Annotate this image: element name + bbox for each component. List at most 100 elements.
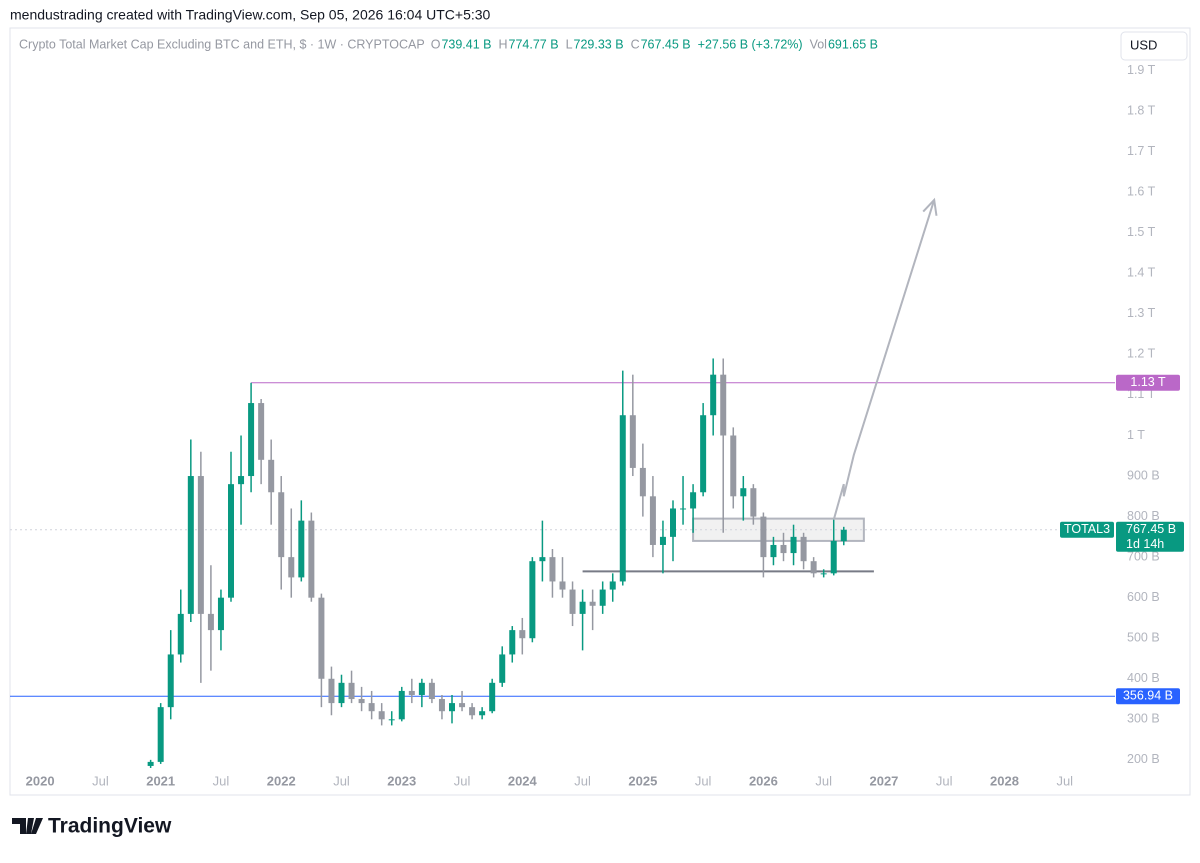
- candle-body: [670, 508, 676, 537]
- legend-value: 774.77 B: [509, 37, 559, 51]
- level-label: 1.13 T: [1130, 375, 1166, 389]
- candle-body: [760, 516, 767, 558]
- candle-body: [780, 544, 787, 554]
- y-tick-label: 1.3 T: [1127, 306, 1156, 320]
- projection-path: [832, 199, 936, 521]
- candle-body: [609, 581, 616, 590]
- chart-title: Crypto Total Market Cap Excluding BTC an…: [19, 37, 425, 51]
- candle-body: [800, 536, 807, 562]
- candle-body: [810, 561, 817, 574]
- candle-body: [479, 711, 486, 716]
- x-tick-label: Jul: [333, 773, 350, 788]
- candle-body: [428, 682, 435, 700]
- y-tick-label: 400 B: [1127, 671, 1160, 685]
- candle-body: [298, 520, 305, 578]
- candle-body: [147, 761, 154, 766]
- candle-body: [599, 589, 606, 606]
- x-tick-label: Jul: [936, 773, 953, 788]
- projection-arrowhead: [922, 197, 938, 216]
- candle-body: [268, 459, 275, 493]
- logo: [12, 818, 43, 834]
- currency-button[interactable]: [1120, 31, 1188, 61]
- y-tick-label: 900 B: [1127, 468, 1160, 482]
- candle-body: [499, 654, 506, 683]
- chart-frame: [9, 27, 1191, 796]
- price-countdown: 1d 14h: [1126, 537, 1164, 551]
- symbol-label: TOTAL3: [1064, 522, 1110, 536]
- candle-body: [449, 703, 455, 712]
- candle-body: [418, 682, 425, 695]
- y-tick-label: 600 B: [1127, 590, 1160, 604]
- candle-body: [820, 573, 827, 575]
- candle-body: [197, 476, 204, 614]
- candle-body: [328, 678, 335, 704]
- x-tick-label: 2026: [749, 773, 778, 788]
- x-tick-label: Jul: [1056, 773, 1073, 788]
- x-tick-label: Jul: [815, 773, 832, 788]
- x-tick-label: 2023: [387, 773, 416, 788]
- candle-body: [157, 707, 164, 762]
- y-tick-label: 1.6 T: [1127, 185, 1156, 199]
- x-tick-label: Jul: [92, 773, 109, 788]
- legend-key: H: [498, 37, 507, 51]
- candle-body: [167, 654, 174, 708]
- legend-key: C: [631, 37, 640, 51]
- x-tick-label: 2024: [508, 773, 538, 788]
- x-tick-label: 2021: [146, 773, 175, 788]
- x-tick-label: Jul: [213, 773, 230, 788]
- y-tick-label: 500 B: [1127, 631, 1160, 645]
- candle-body: [398, 690, 405, 720]
- legend-value: 739.41 B: [441, 37, 491, 51]
- candle-body: [358, 699, 365, 704]
- candle-body: [589, 601, 596, 606]
- legend-value: 729.33 B: [574, 37, 624, 51]
- x-tick-label: Jul: [454, 773, 471, 788]
- legend-value: +27.56 B (+3.72%): [698, 37, 803, 51]
- candle-body: [238, 476, 245, 485]
- candle-body: [368, 703, 375, 712]
- candle-body: [740, 488, 747, 497]
- level-label-box: [1116, 374, 1180, 391]
- header: mendustrading created with TradingView.c…: [10, 7, 491, 23]
- candle-body: [720, 374, 727, 436]
- footer-brand: TradingView: [48, 815, 172, 838]
- price-box: [1116, 521, 1184, 552]
- candle-body: [207, 613, 214, 631]
- candle-body: [217, 597, 224, 631]
- candle-body: [529, 561, 536, 639]
- candle-body: [338, 682, 345, 704]
- candle-body: [579, 601, 586, 614]
- candle-body: [619, 415, 626, 582]
- candle-body: [770, 544, 777, 558]
- candle-body: [469, 707, 476, 716]
- candle-body: [680, 508, 687, 510]
- candle-body: [569, 589, 576, 614]
- candle-body: [438, 699, 445, 712]
- y-tick-label: 1.8 T: [1127, 103, 1156, 117]
- y-tick-label: 300 B: [1127, 712, 1160, 726]
- x-tick-label: 2028: [990, 773, 1019, 788]
- candle-body: [700, 415, 707, 493]
- level-label: 356.94 B: [1123, 689, 1173, 703]
- legend-key: L: [566, 37, 573, 51]
- currency-label[interactable]: USD: [1130, 37, 1157, 52]
- candle-body: [408, 690, 415, 695]
- candle-body: [730, 435, 737, 497]
- candle-body: [690, 492, 697, 509]
- y-tick-label: 800 B: [1127, 509, 1160, 523]
- level-label-box: [1116, 688, 1180, 705]
- y-tick-label: 1.4 T: [1127, 266, 1156, 280]
- candle-body: [659, 536, 666, 545]
- x-tick-label: 2027: [869, 773, 898, 788]
- legend-key: Vol: [810, 37, 827, 51]
- symbol-box: [1060, 521, 1114, 538]
- candle-body: [258, 403, 265, 460]
- legend-value: 691.65 B: [828, 37, 878, 51]
- x-tick-label: 2022: [267, 773, 296, 788]
- y-tick-label: 1.5 T: [1127, 225, 1156, 239]
- y-tick-label: 1.7 T: [1127, 144, 1156, 158]
- candle-body: [348, 682, 355, 700]
- candle-body: [639, 467, 646, 497]
